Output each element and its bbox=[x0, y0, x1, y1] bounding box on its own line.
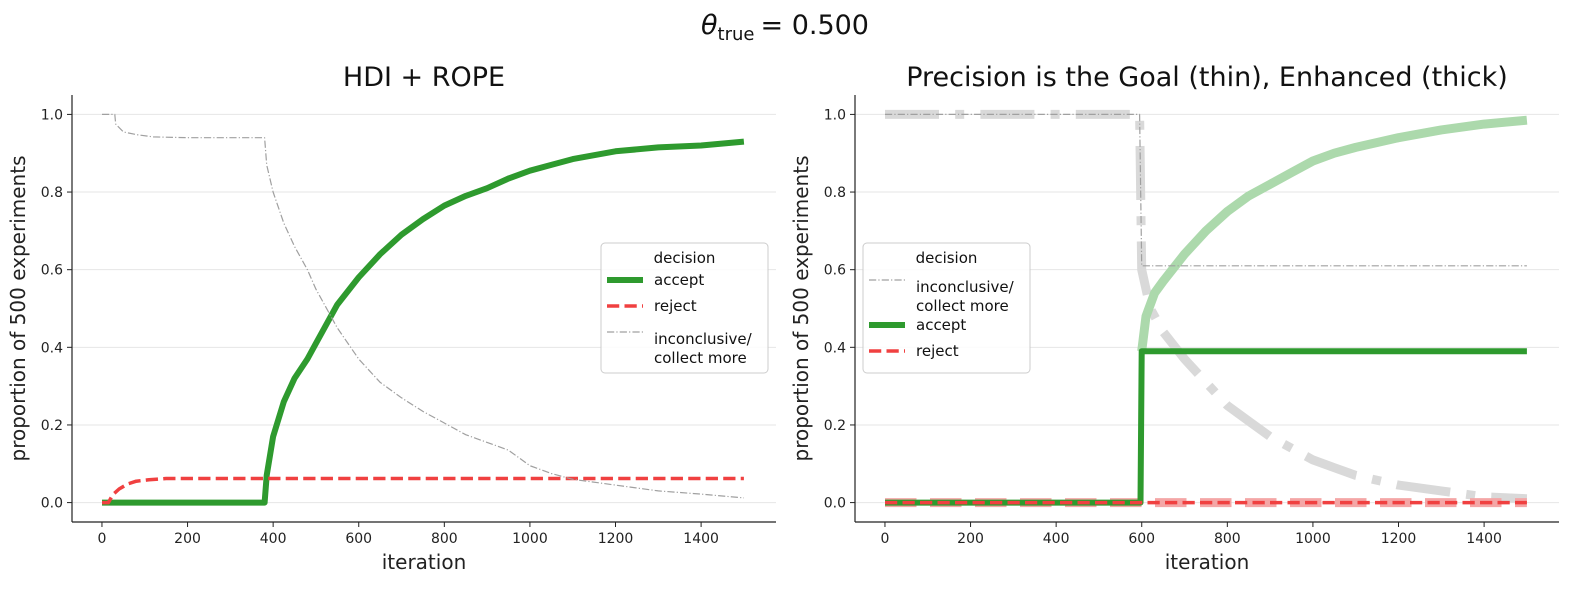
legend-frame bbox=[600, 242, 769, 374]
x-tick-label: 200 bbox=[957, 531, 984, 547]
y-tick-label: 0.0 bbox=[41, 496, 63, 512]
y-tick-label: 0.0 bbox=[824, 496, 846, 512]
x-axis-label: iteration bbox=[1165, 550, 1250, 574]
series-accept-thin-line bbox=[885, 348, 1527, 506]
y-tick-label: 0.6 bbox=[824, 263, 846, 279]
x-tick-label: 800 bbox=[1214, 531, 1241, 547]
suptitle-subscript: true bbox=[718, 24, 755, 45]
x-tick-label: 1000 bbox=[1295, 531, 1331, 547]
y-tick-label: 1.0 bbox=[824, 107, 846, 123]
panel-title: HDI + ROPE bbox=[343, 62, 505, 93]
y-tick-label: 0.8 bbox=[41, 185, 63, 201]
series-accept-line bbox=[102, 138, 745, 506]
x-tick-label: 1400 bbox=[683, 531, 719, 547]
legend-title: decision bbox=[654, 249, 716, 267]
legend-title: decision bbox=[916, 249, 978, 267]
y-tick-label: 1.0 bbox=[41, 107, 63, 123]
panel-precision-goal: 0 200 400 600 800 1000 1200 1400 0.0 0.2 0.4 0.6 0.8… bbox=[789, 62, 1559, 574]
panel-title: Precision is the Goal (thin), Enhanced (… bbox=[906, 62, 1508, 93]
series-reject-line bbox=[102, 476, 744, 505]
x-tick-label: 400 bbox=[260, 531, 287, 547]
x-tick-label: 1200 bbox=[1381, 531, 1417, 547]
x-tick-label: 600 bbox=[1128, 531, 1155, 547]
y-axis-label: proportion of 500 experiments bbox=[789, 156, 813, 462]
figure-suptitle: θtrue = 0.500 bbox=[701, 10, 869, 45]
legend-entry-label: accept bbox=[916, 316, 966, 334]
panel-hdi-rope: 0 200 400 600 800 1000 1200 1400 0.0 0.2 0.4 0.6 0.8… bbox=[6, 62, 776, 574]
x-tick-label: 1200 bbox=[598, 531, 634, 547]
legend-entry-label: reject bbox=[916, 342, 959, 360]
x-tick-label: 400 bbox=[1043, 531, 1070, 547]
x-tick-label: 1000 bbox=[512, 531, 548, 547]
series-accept-enhanced-line bbox=[1137, 115, 1528, 352]
x-axis-label: iteration bbox=[382, 550, 467, 574]
legend-entry-label: reject bbox=[654, 297, 697, 315]
x-tick-label: 200 bbox=[174, 531, 201, 547]
legend-entry-label: inconclusive/collect more bbox=[916, 278, 1015, 315]
y-tick-label: 0.2 bbox=[824, 418, 846, 434]
legend-frame bbox=[862, 242, 1031, 374]
y-axis-label: proportion of 500 experiments bbox=[6, 156, 30, 462]
x-tick-label: 0 bbox=[97, 531, 106, 547]
y-tick-label: 0.4 bbox=[41, 340, 63, 356]
y-tick-label: 0.4 bbox=[824, 340, 846, 356]
x-tick-label: 600 bbox=[345, 531, 372, 547]
y-tick-label: 0.2 bbox=[41, 418, 63, 434]
suptitle-value: = 0.500 bbox=[760, 10, 869, 41]
legend-entry-label: inconclusive/collect more bbox=[654, 330, 753, 367]
x-tick-label: 0 bbox=[880, 531, 889, 547]
series-inconclusive-collect-more-enhanced-line bbox=[885, 109, 1528, 504]
legend: decision accept reject inconclusive/collect… bbox=[600, 242, 769, 374]
suptitle-symbol: θ bbox=[701, 10, 718, 41]
y-tick-label: 0.6 bbox=[41, 263, 63, 279]
x-tick-label: 1400 bbox=[1466, 531, 1502, 547]
y-tick-label: 0.8 bbox=[824, 185, 846, 201]
x-tick-label: 800 bbox=[431, 531, 458, 547]
series-inconclusive-collect-more-thin-line bbox=[885, 113, 1527, 267]
series-inconclusive-collect-more-line bbox=[102, 113, 744, 499]
legend-entry-label: accept bbox=[654, 271, 704, 289]
